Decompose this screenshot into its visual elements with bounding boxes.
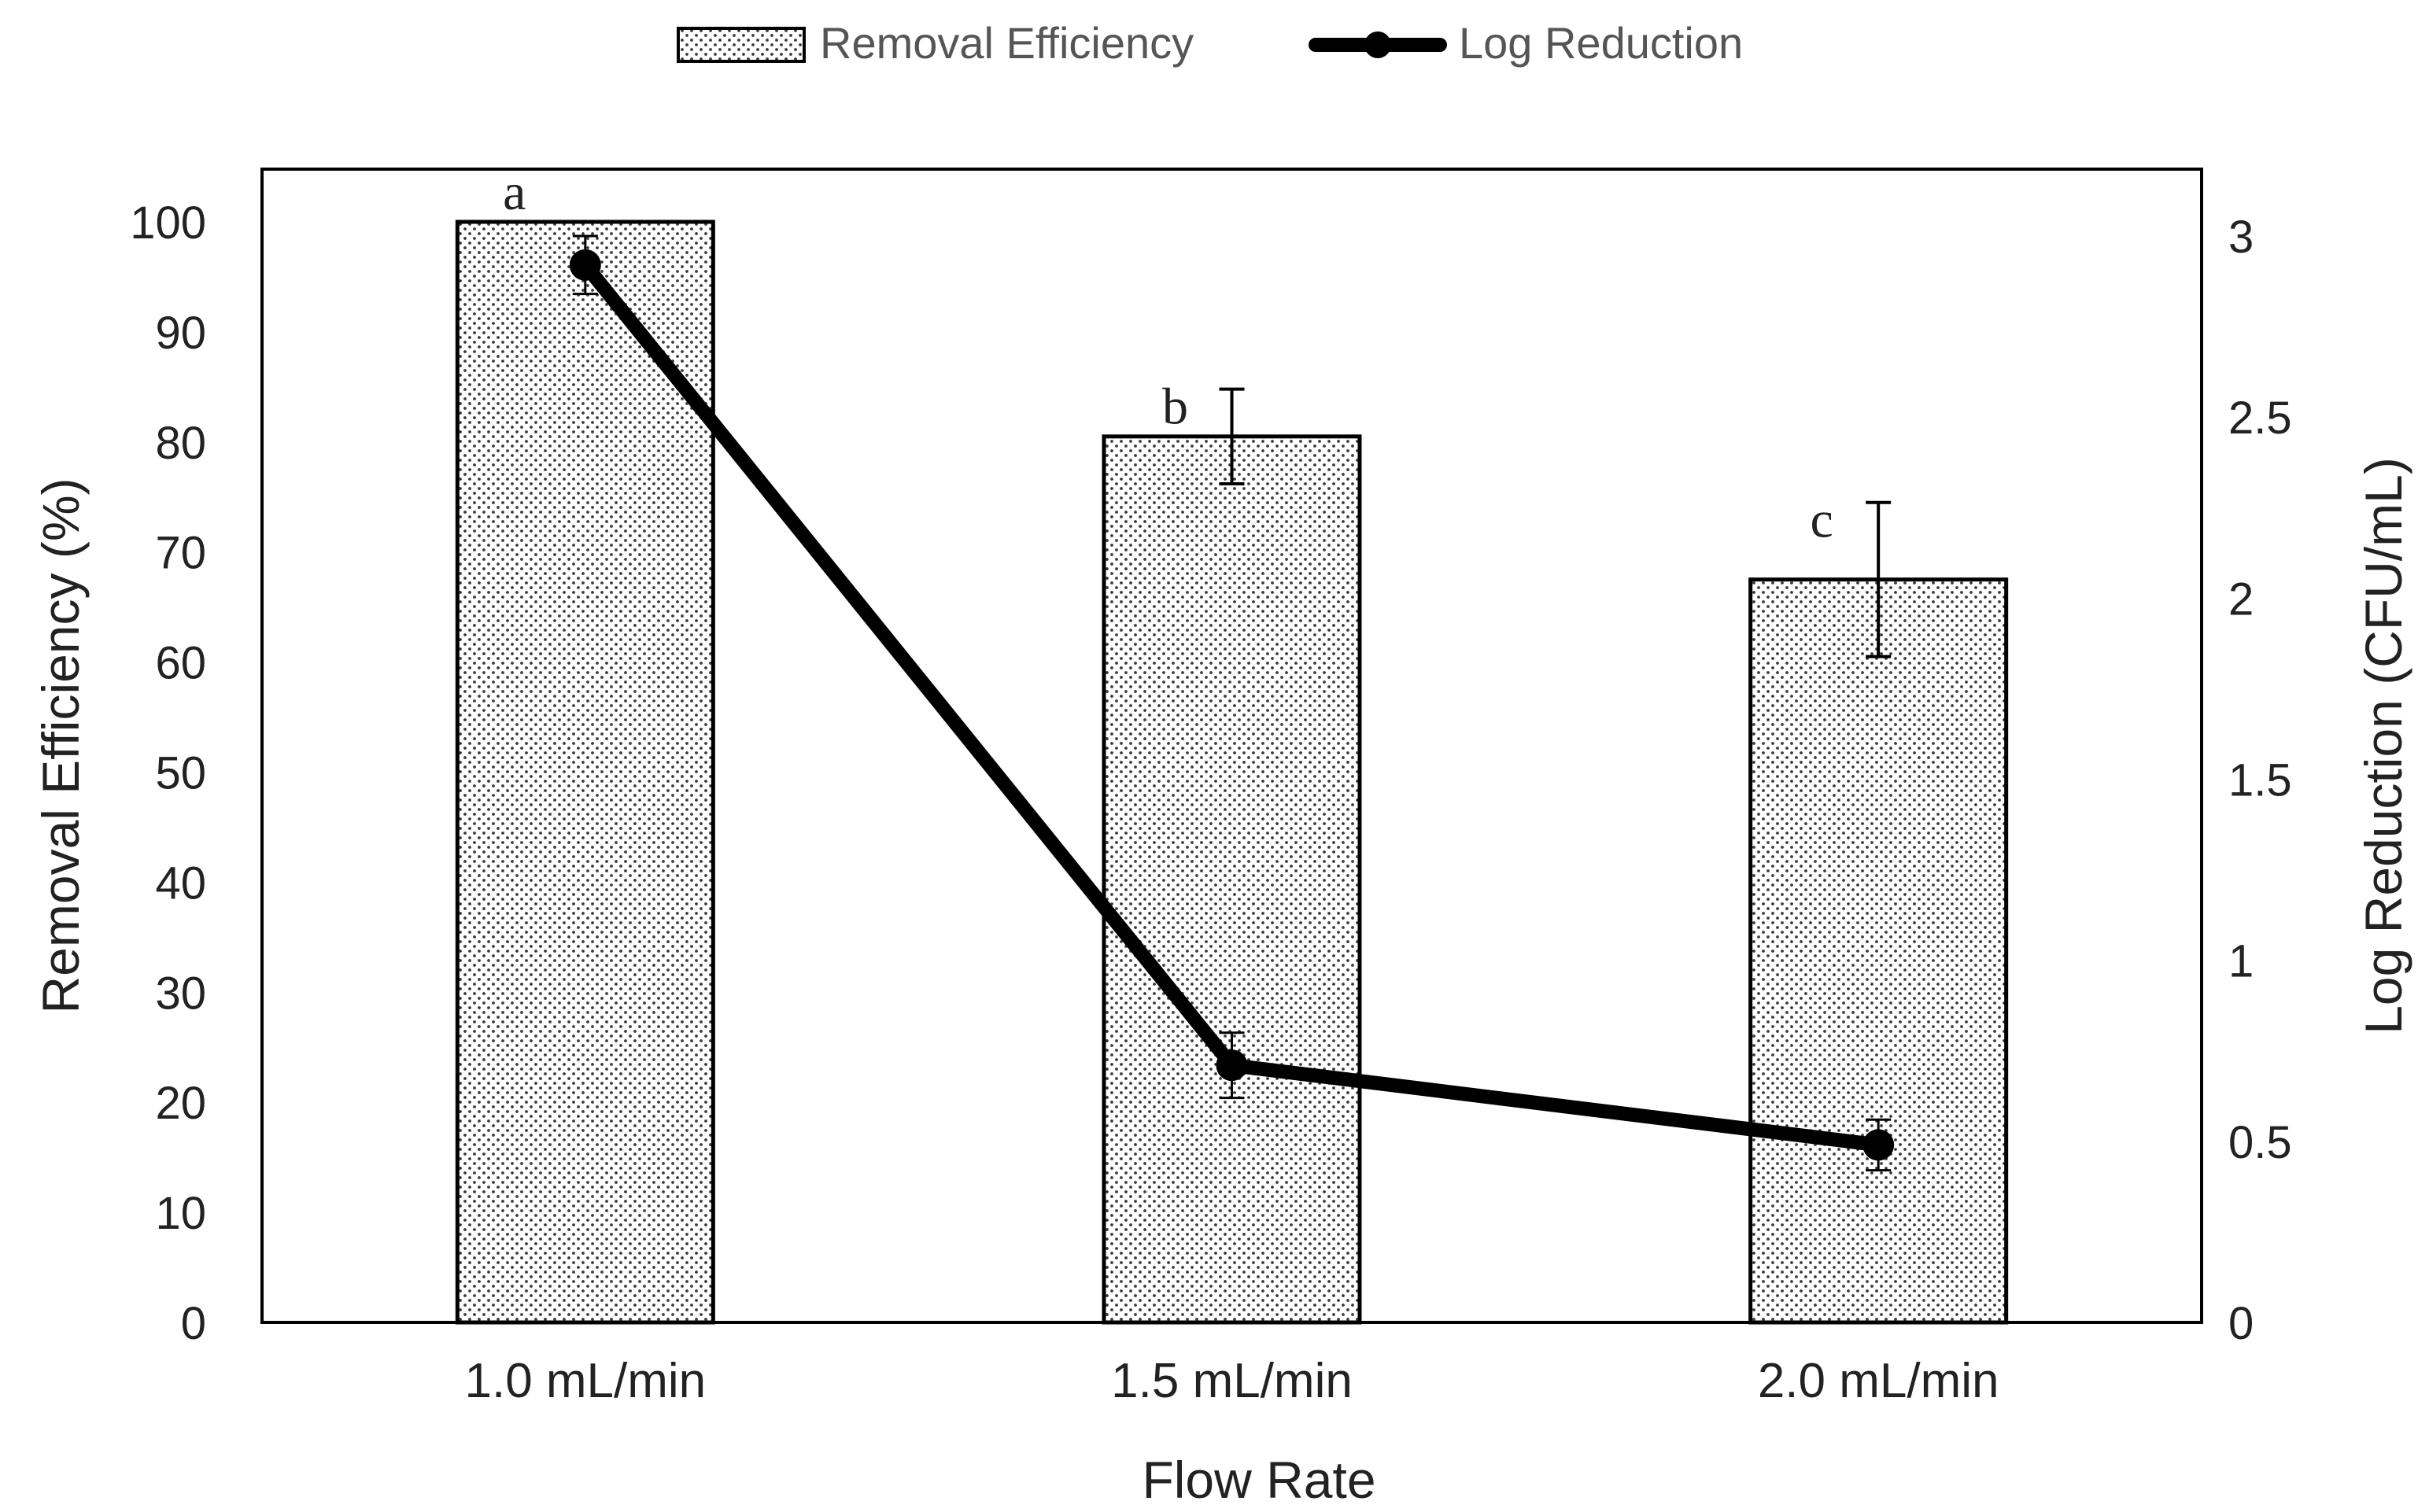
y-left-tick-label: 60 (155, 638, 206, 689)
bar-removal-efficiency (1102, 434, 1362, 1325)
bar-removal-efficiency (1748, 577, 2009, 1325)
legend: Removal Efficiency Log Reduction (677, 18, 1743, 68)
y-right-tick-label: 2.5 (2228, 393, 2292, 444)
y-left-tick-label: 20 (155, 1078, 206, 1129)
y-left-tick-label: 100 (130, 197, 206, 249)
y-axis-right: 0 0.5 1 1.5 2 2.5 3 (2228, 212, 2292, 1349)
legend-swatch-removal-efficiency (677, 27, 806, 63)
significance-letter: b (1162, 378, 1188, 436)
y-left-tick-label: 30 (155, 968, 206, 1019)
x-axis-label: Flow Rate (1142, 1451, 1375, 1509)
bar-removal-efficiency (455, 219, 715, 1325)
bar-errors-layer (1219, 387, 1892, 658)
significance-letter: a (503, 164, 526, 221)
log-reduction-point (1216, 1049, 1248, 1082)
log-reduction-point (1862, 1129, 1895, 1161)
log-reduction-series (569, 234, 1895, 1172)
y-right-tick-label: 1.5 (2228, 755, 2292, 806)
y-right-tick-label: 0.5 (2228, 1117, 2292, 1168)
significance-letter: c (1811, 492, 1833, 549)
x-axis: 1.0 mL/min 1.5 mL/min 2.0 mL/min (464, 1354, 1999, 1408)
y-left-tick-label: 40 (155, 857, 206, 909)
bar-letters-layer: a b c (503, 164, 1833, 549)
y-left-tick-label: 80 (155, 418, 206, 469)
y-left-tick-label: 0 (181, 1298, 206, 1349)
y-axis-left-label: Removal Efficiency (%) (31, 478, 90, 1014)
y-right-tick-label: 2 (2228, 573, 2254, 625)
legend-label-log-reduction: Log Reduction (1459, 18, 1743, 68)
y-right-tick-label: 1 (2228, 936, 2254, 987)
y-right-tick-label: 0 (2228, 1298, 2254, 1349)
x-tick-label: 1.0 mL/min (464, 1354, 706, 1408)
x-tick-label: 1.5 mL/min (1111, 1354, 1353, 1408)
log-reduction-point (569, 249, 601, 281)
legend-swatch-log-reduction-marker (1364, 31, 1391, 58)
y-right-tick-label: 3 (2228, 212, 2254, 263)
legend-label-removal-efficiency: Removal Efficiency (820, 18, 1194, 68)
y-left-tick-label: 90 (155, 308, 206, 359)
y-axis-right-label: Log Reduction (CFU/mL) (2354, 457, 2412, 1034)
y-left-tick-label: 50 (155, 748, 206, 799)
x-tick-label: 2.0 mL/min (1758, 1354, 1999, 1408)
bars-layer (455, 219, 2009, 1325)
y-left-tick-label: 70 (155, 528, 206, 579)
y-left-tick-label: 10 (155, 1188, 206, 1239)
y-axis-left: 0 10 20 30 40 50 60 70 80 90 100 (130, 197, 206, 1349)
